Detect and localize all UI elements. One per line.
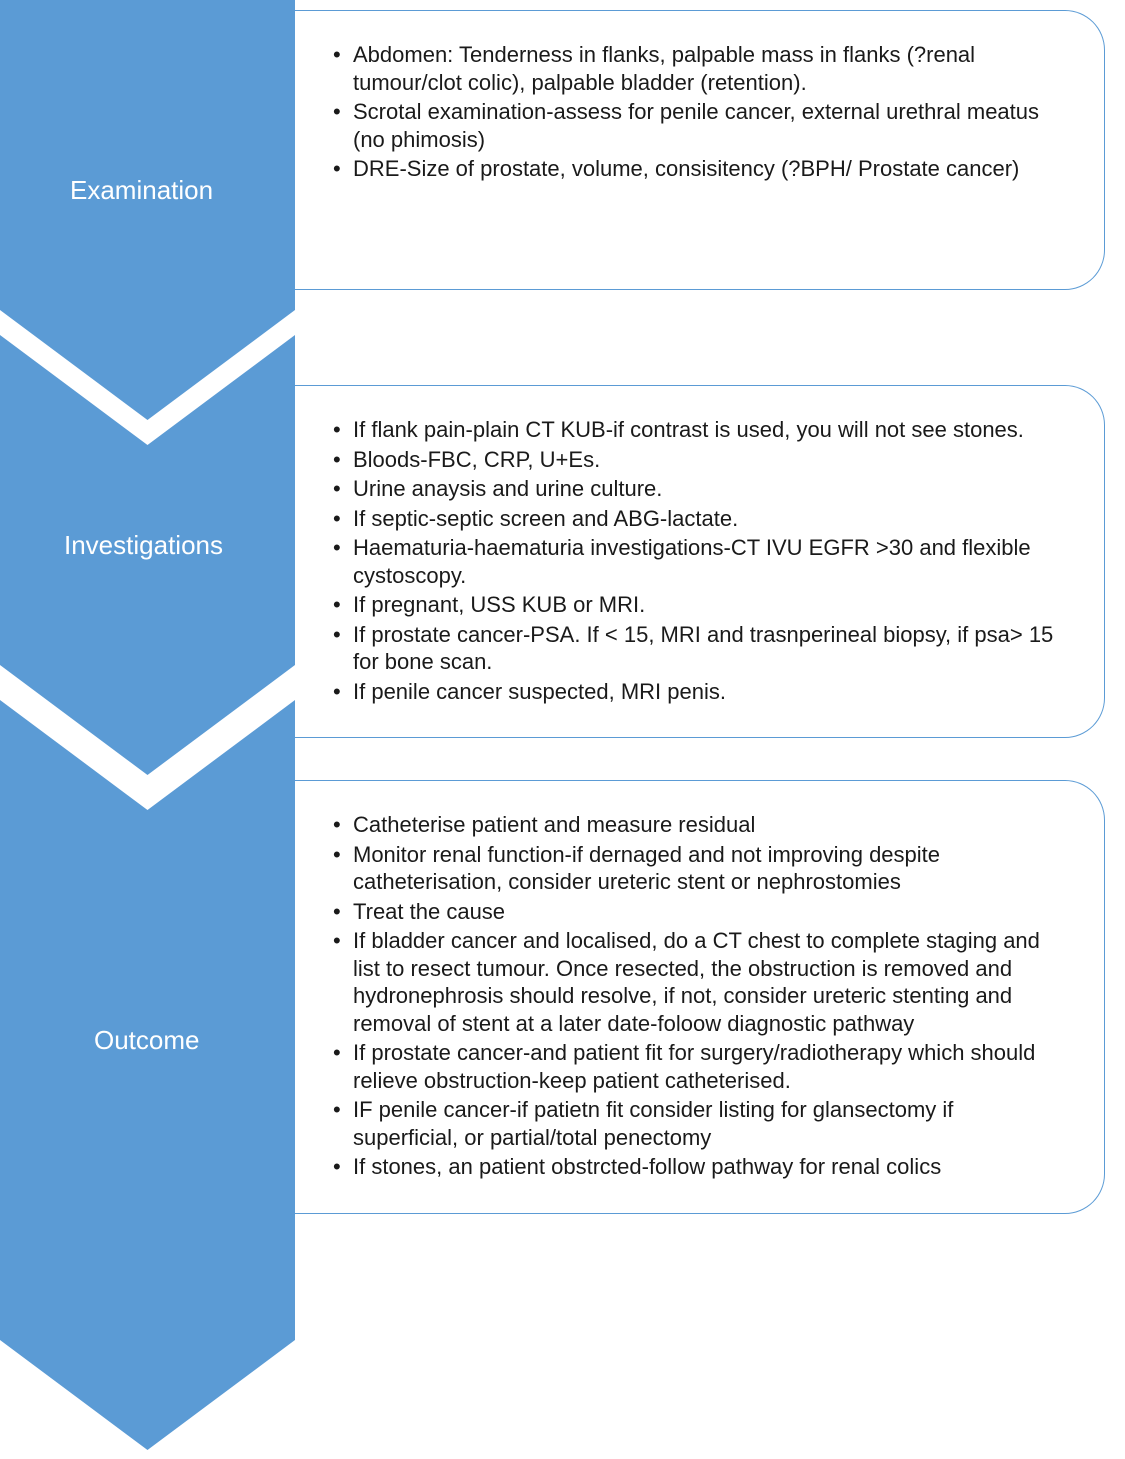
list-item: Scrotal examination-assess for penile ca… <box>325 98 1064 153</box>
list-item: If bladder cancer and localised, do a CT… <box>325 927 1064 1037</box>
list-item: If stones, an patient obstrcted-follow p… <box>325 1153 1064 1181</box>
list-item: If flank pain-plain CT KUB-if contrast i… <box>325 416 1064 444</box>
chevron-outcome <box>0 700 295 1450</box>
content-box-examination: Abdomen: Tenderness in flanks, palpable … <box>295 10 1105 290</box>
item-list: Catheterise patient and measure residual… <box>325 811 1064 1181</box>
list-item: Bloods-FBC, CRP, U+Es. <box>325 446 1064 474</box>
list-item: If septic-septic screen and ABG-lactate. <box>325 505 1064 533</box>
list-item: Treat the cause <box>325 898 1064 926</box>
list-item: Catheterise patient and measure residual <box>325 811 1064 839</box>
content-box-investigations: If flank pain-plain CT KUB-if contrast i… <box>295 385 1105 738</box>
list-item: Haematuria-haematuria investigations-CT … <box>325 534 1064 589</box>
chevron-label-examination: Examination <box>70 175 213 206</box>
list-item: If penile cancer suspected, MRI penis. <box>325 678 1064 706</box>
list-item: If prostate cancer-PSA. If < 15, MRI and… <box>325 621 1064 676</box>
list-item: Abdomen: Tenderness in flanks, palpable … <box>325 41 1064 96</box>
item-list: Abdomen: Tenderness in flanks, palpable … <box>325 41 1064 183</box>
item-list: If flank pain-plain CT KUB-if contrast i… <box>325 416 1064 705</box>
chevron-label-investigations: Investigations <box>64 530 223 561</box>
content-box-outcome: Catheterise patient and measure residual… <box>295 780 1105 1214</box>
chevron-process-diagram: Examination Abdomen: Tenderness in flanks… <box>0 0 1125 1459</box>
list-item: IF penile cancer-if patietn fit consider… <box>325 1096 1064 1151</box>
list-item: Urine anaysis and urine culture. <box>325 475 1064 503</box>
list-item: Monitor renal function-if dernaged and n… <box>325 841 1064 896</box>
list-item: If prostate cancer-and patient fit for s… <box>325 1039 1064 1094</box>
list-item: If pregnant, USS KUB or MRI. <box>325 591 1064 619</box>
chevron-label-outcome: Outcome <box>94 1025 200 1056</box>
list-item: DRE-Size of prostate, volume, consisiten… <box>325 155 1064 183</box>
